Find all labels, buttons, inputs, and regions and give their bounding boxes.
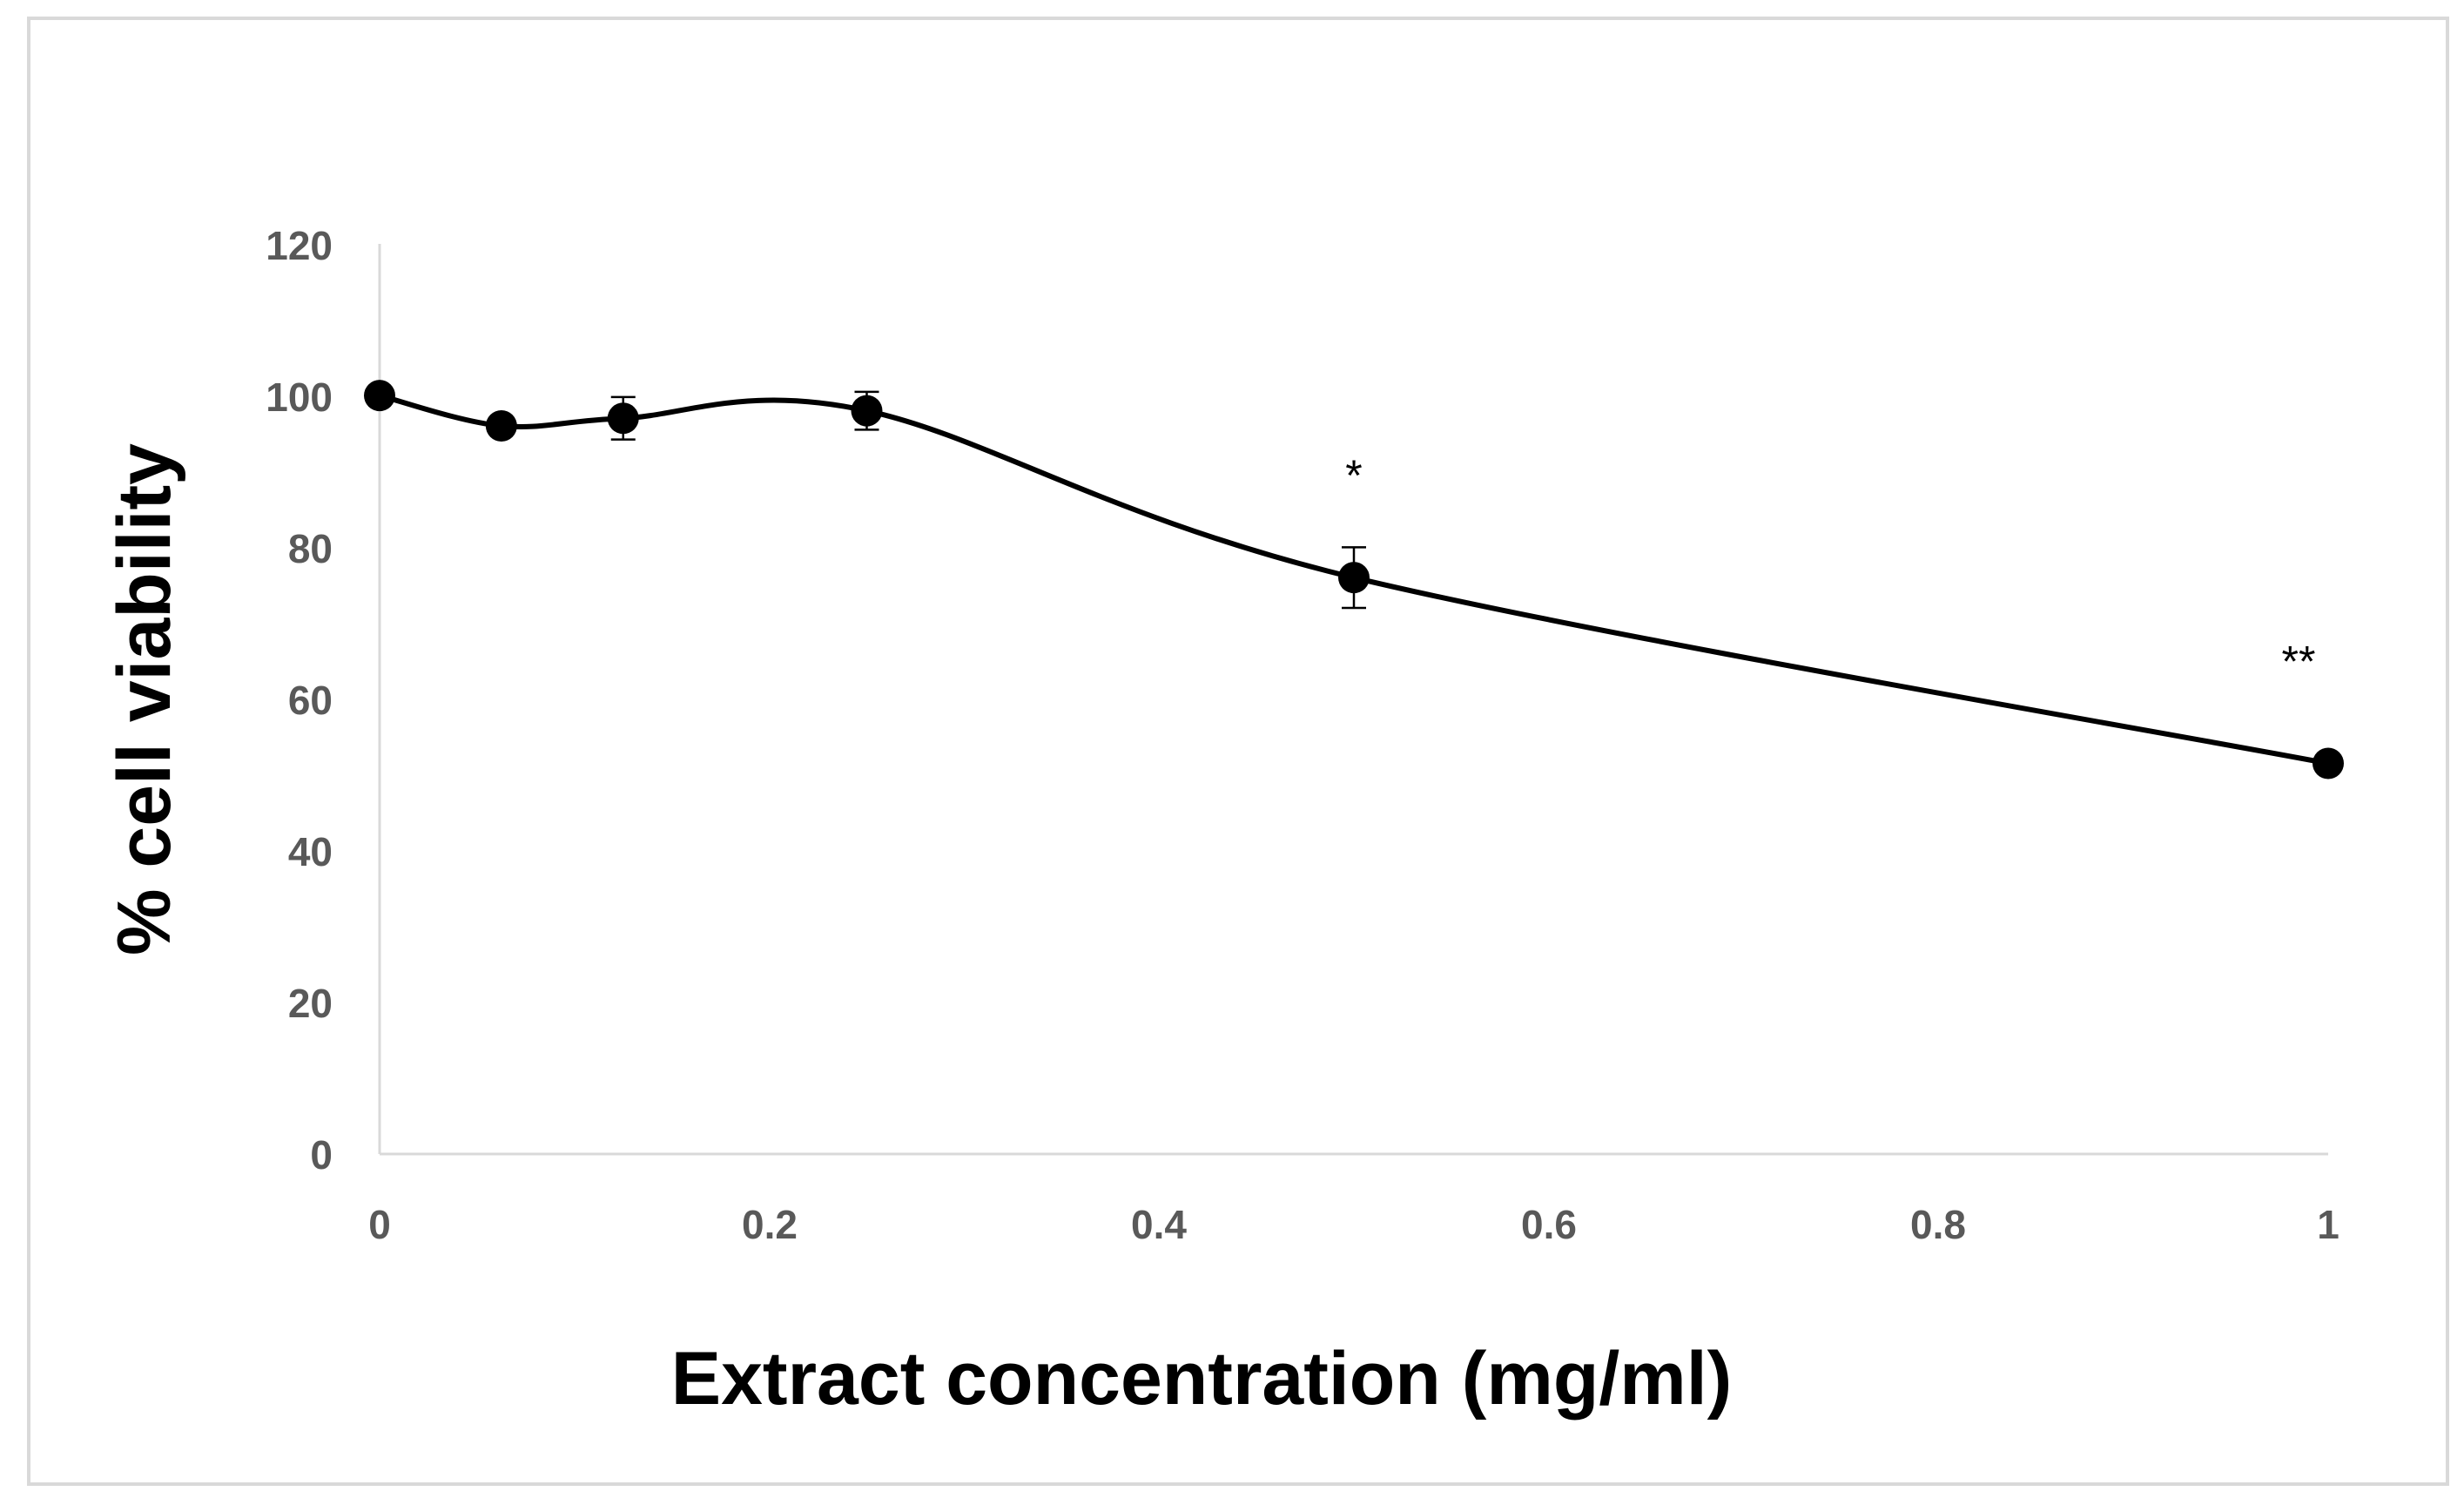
y-tick-label: 0: [310, 1132, 333, 1178]
x-tick-label: 0: [368, 1202, 391, 1247]
x-axis-ticks: 0 0.2 0.4 0.6 0.8 1: [368, 1202, 2339, 1247]
significance-label: **: [2282, 638, 2316, 686]
data-point: [1338, 562, 1370, 594]
y-axis-title: % cell viability: [103, 443, 186, 955]
x-tick-label: 0.2: [742, 1202, 798, 1247]
y-tick-label: 120: [266, 223, 333, 268]
y-tick-label: 60: [288, 678, 333, 723]
significance-annotations: ***: [1345, 451, 2315, 685]
data-point: [607, 402, 639, 435]
series-layer: [379, 393, 2329, 766]
data-point: [485, 410, 517, 442]
x-tick-label: 1: [2317, 1202, 2339, 1247]
x-tick-label: 0.6: [1521, 1202, 1577, 1247]
series-line: [379, 393, 2329, 766]
y-tick-label: 40: [288, 829, 333, 874]
data-points: [364, 380, 2344, 779]
y-axis-ticks: 0 20 40 60 80 100 120: [266, 223, 333, 1178]
data-point: [364, 380, 395, 412]
chart-border: [27, 17, 2449, 1486]
y-tick-label: 80: [288, 526, 333, 571]
x-tick-label: 0.8: [1910, 1202, 1966, 1247]
data-point: [851, 395, 883, 427]
significance-label: *: [1345, 451, 1362, 500]
y-tick-label: 100: [266, 375, 333, 420]
x-axis-title: Extract concentration (mg/ml): [671, 1337, 1733, 1421]
data-point: [2313, 747, 2344, 779]
y-tick-label: 20: [288, 981, 333, 1026]
x-tick-label: 0.4: [1131, 1202, 1187, 1247]
